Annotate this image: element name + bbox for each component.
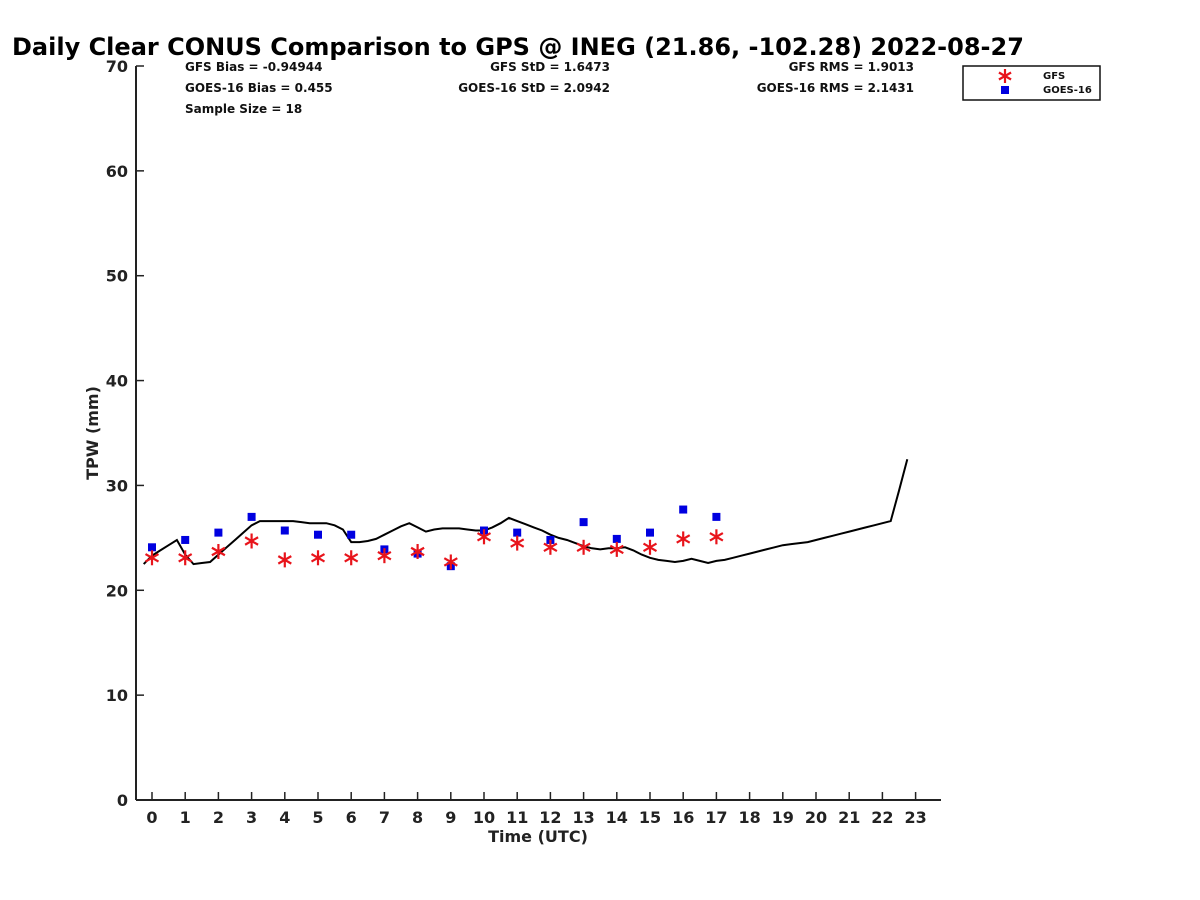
- goes-16-point: [314, 530, 322, 539]
- gfs-point: [676, 531, 691, 547]
- gfs-point: [410, 543, 425, 559]
- goes-16-point: [247, 512, 256, 521]
- x-tick-label: 10: [473, 808, 495, 827]
- gps-series-line: [142, 458, 909, 566]
- gfs-point: [244, 533, 259, 549]
- gfs-point: [543, 539, 558, 555]
- gfs-point: [510, 535, 525, 551]
- x-tick-label: 4: [279, 808, 290, 827]
- x-tick-label: 5: [312, 808, 323, 827]
- x-tick-label: 9: [445, 808, 456, 827]
- goes-16-point: [712, 512, 721, 521]
- gfs-point: [443, 554, 458, 570]
- gfs-point: [642, 539, 658, 555]
- goes-rms-stat: GOES-16 RMS = 2.1431: [757, 81, 914, 95]
- gfs-point: [377, 548, 392, 564]
- legend-gfs-marker: [998, 69, 1012, 83]
- x-tick-label: 23: [904, 808, 926, 827]
- y-tick-label: 20: [106, 581, 128, 600]
- y-tick-label: 60: [106, 162, 128, 181]
- x-tick-label: 3: [246, 808, 257, 827]
- goes-16-point: [181, 535, 190, 544]
- goes-16-point: [646, 528, 654, 537]
- sample-size-stat: Sample Size = 18: [185, 102, 302, 116]
- x-tick-label: 22: [871, 808, 893, 827]
- x-axis-label: Time (UTC): [488, 827, 588, 846]
- legend-box: [962, 65, 1101, 101]
- goes-std-stat: GOES-16 StD = 2.0942: [458, 81, 610, 95]
- gfs-point: [277, 552, 292, 568]
- goes-16-point: [612, 534, 621, 543]
- gfs-point: [310, 550, 326, 566]
- x-tick-label: 15: [639, 808, 661, 827]
- x-tick-label: 16: [672, 808, 694, 827]
- gfs-point: [476, 529, 492, 545]
- x-tick-label: 19: [772, 808, 794, 827]
- y-axis-label: TPW (mm): [83, 386, 102, 480]
- goes-16-point: [579, 518, 588, 527]
- x-tick-label: 7: [379, 808, 390, 827]
- x-tick-label: 12: [539, 808, 561, 827]
- x-tick-label: 1: [180, 808, 191, 827]
- y-tick-label: 40: [106, 372, 128, 391]
- goes-16-point: [513, 528, 522, 537]
- goes-16-point: [148, 543, 156, 552]
- gfs-point: [211, 543, 226, 559]
- y-tick-label: 0: [117, 791, 128, 810]
- gfs-bias-stat: GFS Bias = -0.94944: [185, 60, 322, 74]
- y-axis-ticks: 0 10 20 30 40 50 60 70: [106, 57, 144, 810]
- y-tick-label: 10: [106, 686, 128, 705]
- gfs-point: [178, 550, 193, 566]
- legend-gfs-label: GFS: [1043, 71, 1065, 82]
- x-tick-label: 0: [146, 808, 157, 827]
- goes-16-point: [214, 528, 223, 537]
- goes-16-point: [347, 530, 356, 539]
- x-tick-label: 13: [572, 808, 594, 827]
- y-tick-label: 30: [106, 476, 128, 495]
- legend-goes-marker: [1001, 86, 1009, 94]
- y-tick-label: 50: [106, 267, 128, 286]
- gfs-rms-stat: GFS RMS = 1.9013: [789, 60, 914, 74]
- x-tick-label: 18: [738, 808, 760, 827]
- x-tick-label: 20: [805, 808, 827, 827]
- y-tick-label: 70: [106, 57, 128, 76]
- legend: GFS GOES-16: [962, 65, 1101, 101]
- goes-16-point: [280, 526, 289, 535]
- chart-title: Daily Clear CONUS Comparison to GPS @ IN…: [12, 33, 1024, 61]
- gfs-point: [576, 539, 591, 555]
- x-tick-label: 6: [346, 808, 357, 827]
- x-axis-ticks: 0 1 2 3 4 5 6 7 8 9 10 11 12 13 14 15 16 17 18 19 20 21 22 23: [146, 792, 927, 827]
- x-tick-label: 2: [213, 808, 224, 827]
- x-tick-label: 17: [705, 808, 727, 827]
- goes-bias-stat: GOES-16 Bias = 0.455: [185, 81, 333, 95]
- gfs-point: [609, 541, 624, 557]
- gfs-point: [344, 550, 359, 566]
- x-tick-label: 8: [412, 808, 423, 827]
- gfs-std-stat: GFS StD = 1.6473: [490, 60, 610, 74]
- gfs-point: [709, 529, 724, 545]
- goes-16-point: [679, 505, 688, 514]
- legend-gfs-asterisk: [998, 69, 1012, 83]
- gfs-point: [144, 550, 160, 566]
- plot-area: [142, 458, 909, 571]
- x-tick-label: 14: [606, 808, 628, 827]
- x-tick-label: 21: [838, 808, 860, 827]
- x-tick-label: 11: [506, 808, 528, 827]
- legend-goes-label: GOES-16: [1043, 85, 1092, 96]
